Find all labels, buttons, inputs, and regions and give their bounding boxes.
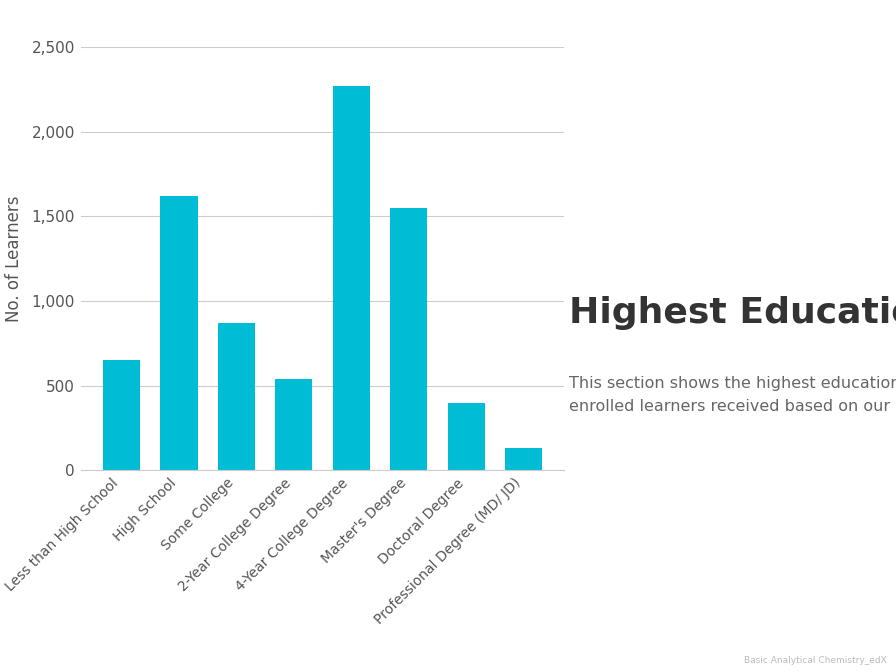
Y-axis label: No. of Learners: No. of Learners <box>5 196 23 322</box>
Bar <box>103 360 140 470</box>
Text: Highest Education: Highest Education <box>569 296 896 330</box>
Bar <box>160 196 197 470</box>
Text: This section shows the highest education
enrolled learners received based on our: This section shows the highest education… <box>569 376 896 413</box>
Bar <box>505 448 542 470</box>
Bar <box>275 379 313 470</box>
Bar <box>218 323 255 470</box>
Bar <box>332 86 370 470</box>
Bar <box>448 403 485 470</box>
Text: Basic Analytical Chemistry_edX: Basic Analytical Chemistry_edX <box>745 657 887 665</box>
Bar <box>390 208 427 470</box>
